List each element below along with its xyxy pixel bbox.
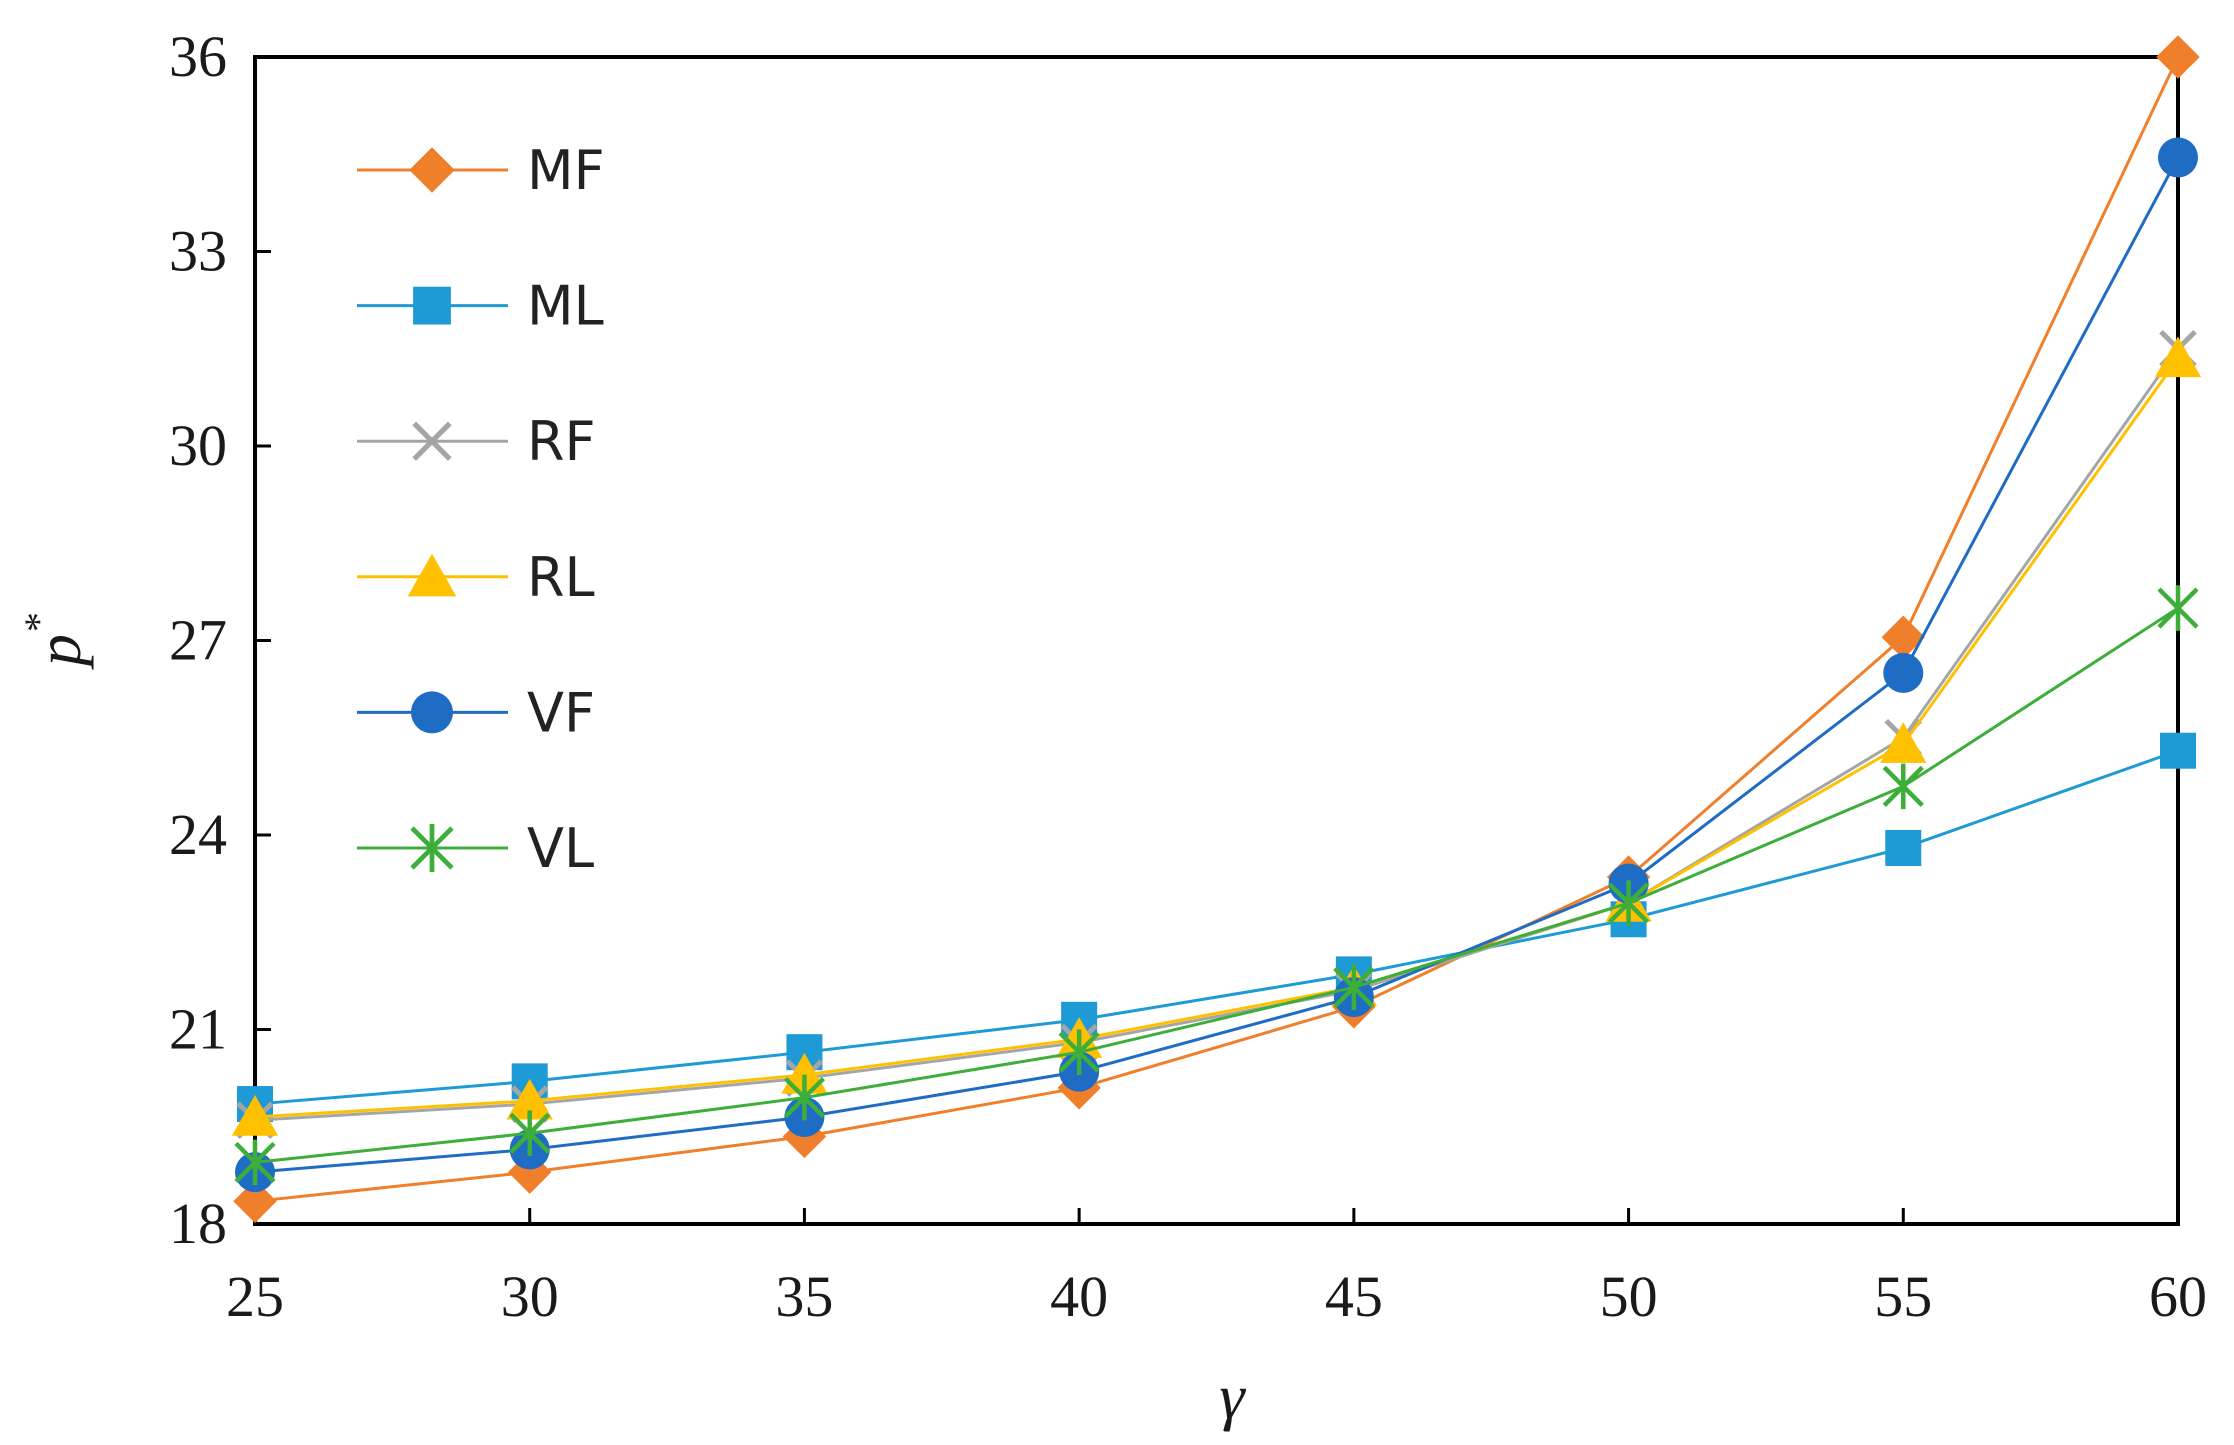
x-tick-label: 60: [2149, 1264, 2207, 1329]
series-line: [254, 749, 2179, 1106]
data-point: [2157, 585, 2199, 631]
series-vl: [234, 585, 2199, 1186]
x-axis-ticks: 25 30 35 40 45 50 55 60: [226, 1208, 2207, 1329]
legend-item-rl: RL: [357, 546, 595, 609]
data-point: [407, 553, 457, 597]
legend-item-rf: RF: [357, 410, 596, 473]
data-point: [233, 1179, 277, 1224]
x-axis-title: γ: [1219, 1361, 1246, 1432]
y-axis-ticks: 18 21 24 27 30 33 36: [169, 24, 271, 1256]
data-point: [2160, 732, 2196, 769]
data-point: [1058, 1029, 1100, 1075]
data-point: [1607, 880, 1650, 926]
series-line: [254, 357, 2180, 1119]
y-tick-label: 36: [169, 24, 227, 89]
data-point: [1880, 722, 1927, 763]
data-point: [509, 1110, 551, 1157]
data-point: [2154, 336, 2202, 378]
series-line: [254, 56, 2180, 1203]
y-tick-label: 27: [169, 608, 227, 673]
data-point: [413, 286, 451, 325]
y-axis-title-main: p: [23, 634, 94, 670]
legend-item-mf: MF: [357, 139, 605, 202]
data-point: [2156, 35, 2200, 79]
legend-label: VL: [527, 817, 594, 880]
y-axis-title: p*: [16, 614, 94, 670]
x-tick-label: 30: [501, 1264, 559, 1329]
legend-label: RF: [527, 410, 596, 473]
y-tick-label: 18: [169, 1191, 227, 1256]
data-point: [231, 1095, 279, 1136]
x-tick-label: 45: [1325, 1264, 1383, 1329]
data-point: [410, 824, 454, 872]
data-point: [2158, 137, 2198, 178]
data-point: [409, 147, 455, 193]
x-tick-label: 35: [775, 1264, 833, 1329]
x-tick-label: 25: [226, 1264, 284, 1329]
legend: MF ML RF RL VF VL: [357, 139, 605, 880]
data-point: [783, 1074, 826, 1121]
data-point: [506, 1078, 553, 1120]
y-tick-label: 24: [169, 802, 227, 867]
legend-item-vl: VL: [357, 817, 594, 880]
x-tick-label: 40: [1050, 1264, 1108, 1329]
series-line: [254, 347, 2180, 1122]
legend-item-ml: ML: [357, 275, 604, 338]
svg-text:p*: p*: [16, 614, 94, 670]
data-point: [1882, 763, 1924, 810]
legend-item-vf: VF: [357, 681, 595, 744]
legend-label: ML: [527, 275, 604, 338]
y-axis-title-superscript: *: [16, 614, 61, 634]
x-tick-label: 50: [1600, 1264, 1658, 1329]
legend-label: VF: [527, 681, 595, 744]
data-point: [1885, 829, 1922, 866]
data-point: [412, 421, 452, 461]
series-line: [254, 156, 2180, 1174]
data-point: [1333, 964, 1375, 1011]
y-tick-label: 33: [169, 219, 227, 284]
x-tick-label: 55: [1874, 1264, 1932, 1329]
data-point: [411, 691, 453, 734]
legend-label: MF: [527, 139, 605, 202]
legend-label: RL: [527, 546, 595, 609]
data-point: [234, 1139, 276, 1186]
data-point: [1883, 652, 1924, 693]
y-tick-label: 21: [169, 997, 227, 1062]
y-tick-label: 30: [169, 413, 227, 478]
series-layer: [231, 35, 2202, 1224]
series-line: [254, 606, 2179, 1164]
series-mf: [233, 35, 2200, 1224]
